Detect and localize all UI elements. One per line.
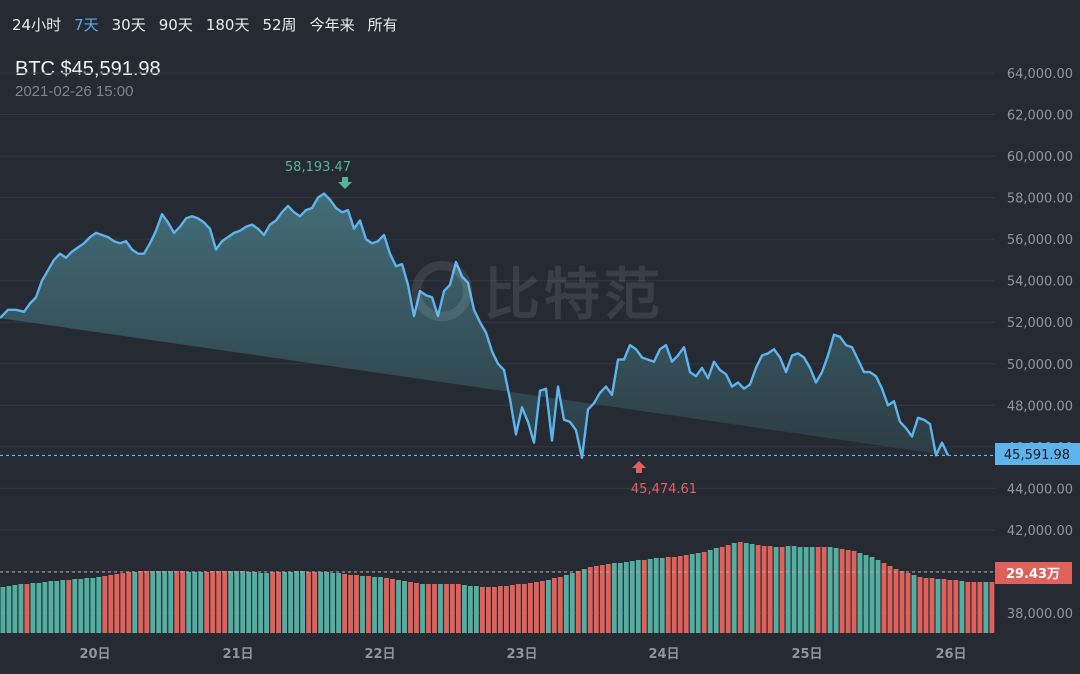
current-volume-label: 29.43万 [1006,567,1060,582]
svg-text:20日: 20日 [79,647,110,662]
svg-text:52,000.00: 52,000.00 [1007,316,1073,331]
tab-90d[interactable]: 90天 [158,16,193,34]
current-price-tag: 45,591.98 [995,443,1080,465]
tab-7d[interactable]: 7天 [74,16,99,34]
svg-text:24日: 24日 [648,647,679,662]
y-axis: 64,000.00 62,000.00 60,000.00 58,000.00 56,0… [1007,67,1073,622]
low-value-label: 45,474.61 [631,482,697,497]
x-axis: 20日 21日 22日 23日 24日 25日 26日 [79,647,966,662]
svg-text:60,000.00: 60,000.00 [1007,150,1073,165]
tab-all[interactable]: 所有 [367,16,398,34]
tab-30d[interactable]: 30天 [111,16,146,34]
chart-title: BTC $45,591.98 [15,58,161,80]
arrow-down-icon [338,177,352,189]
svg-text:62,000.00: 62,000.00 [1007,109,1073,124]
svg-text:42,000.00: 42,000.00 [1007,524,1073,539]
high-marker: 58,193.47 [285,160,352,189]
svg-text:26日: 26日 [935,647,966,662]
svg-text:64,000.00: 64,000.00 [1007,67,1073,82]
price-line [0,192,950,459]
arrow-up-icon [632,461,646,473]
svg-text:38,000.00: 38,000.00 [1007,607,1073,622]
svg-text:25日: 25日 [791,647,822,662]
tab-180d[interactable]: 180天 [205,16,250,34]
current-price-label: 45,591.98 [1004,448,1070,463]
svg-text:56,000.00: 56,000.00 [1007,233,1073,248]
tab-ytd[interactable]: 今年来 [309,16,355,34]
svg-text:48,000.00: 48,000.00 [1007,399,1073,414]
svg-text:54,000.00: 54,000.00 [1007,275,1073,290]
svg-text:50,000.00: 50,000.00 [1007,358,1073,373]
high-value-label: 58,193.47 [285,160,351,175]
volume-bars [0,542,995,633]
tab-52w[interactable]: 52周 [262,16,297,34]
svg-text:22日: 22日 [364,647,395,662]
svg-text:21日: 21日 [222,647,253,662]
svg-text:58,000.00: 58,000.00 [1007,192,1073,207]
low-marker: 45,474.61 [631,461,697,497]
svg-text:23日: 23日 [506,647,537,662]
svg-text:44,000.00: 44,000.00 [1007,482,1073,497]
time-range-tabs: 24小时 7天 30天 90天 180天 52周 今年来 所有 [12,14,411,35]
tab-24h[interactable]: 24小时 [12,16,62,34]
chart-timestamp: 2021-02-26 15:00 [15,83,134,100]
price-area [0,193,948,458]
current-volume-tag: 29.43万 [995,562,1072,584]
